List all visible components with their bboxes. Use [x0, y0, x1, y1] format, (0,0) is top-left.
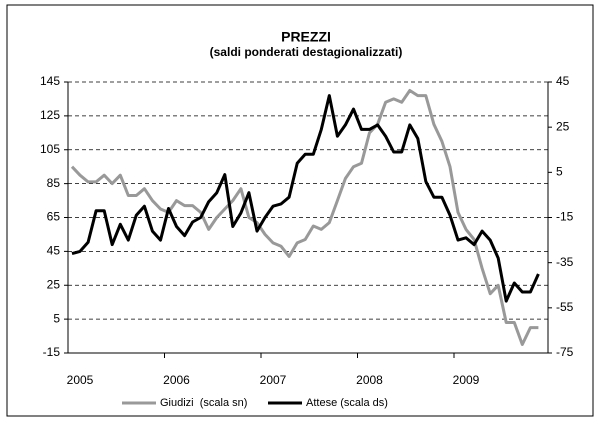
y-tick-label: -15 — [43, 345, 61, 359]
x-tick-label: 2009 — [453, 373, 480, 387]
x-tick-label: 2005 — [67, 373, 94, 387]
y-tick-label: 105 — [40, 142, 60, 156]
chart-title: PREZZI — [281, 29, 331, 45]
chart-subtitle: (saldi ponderati destagionalizzati) — [210, 45, 403, 59]
y-tick-label: 85 — [47, 176, 61, 190]
y2-tick-label: 25 — [556, 119, 570, 133]
series-line — [71, 94, 540, 303]
legend-label: Attese (scala ds) — [306, 397, 388, 409]
y2-tick-label: -75 — [556, 345, 574, 359]
y-tick-label: 45 — [47, 244, 61, 258]
y2-tick-label: 45 — [556, 74, 570, 88]
legend-label: Giudizi (scala sn) — [160, 397, 247, 409]
y-tick-label: 145 — [40, 74, 60, 88]
x-tick-label: 2008 — [356, 373, 383, 387]
y-tick-label: 65 — [47, 210, 61, 224]
x-tick-label: 2006 — [163, 373, 190, 387]
y-tick-label: 25 — [47, 277, 61, 291]
y-tick-label: 5 — [53, 311, 60, 325]
y2-tick-label: -55 — [556, 300, 574, 314]
x-tick-label: 2007 — [260, 373, 287, 387]
series-line — [70, 89, 539, 346]
y2-tick-label: -35 — [556, 255, 574, 269]
y2-tick-label: -15 — [556, 210, 574, 224]
y-tick-label: 125 — [40, 108, 60, 122]
y2-tick-label: 5 — [556, 165, 563, 179]
